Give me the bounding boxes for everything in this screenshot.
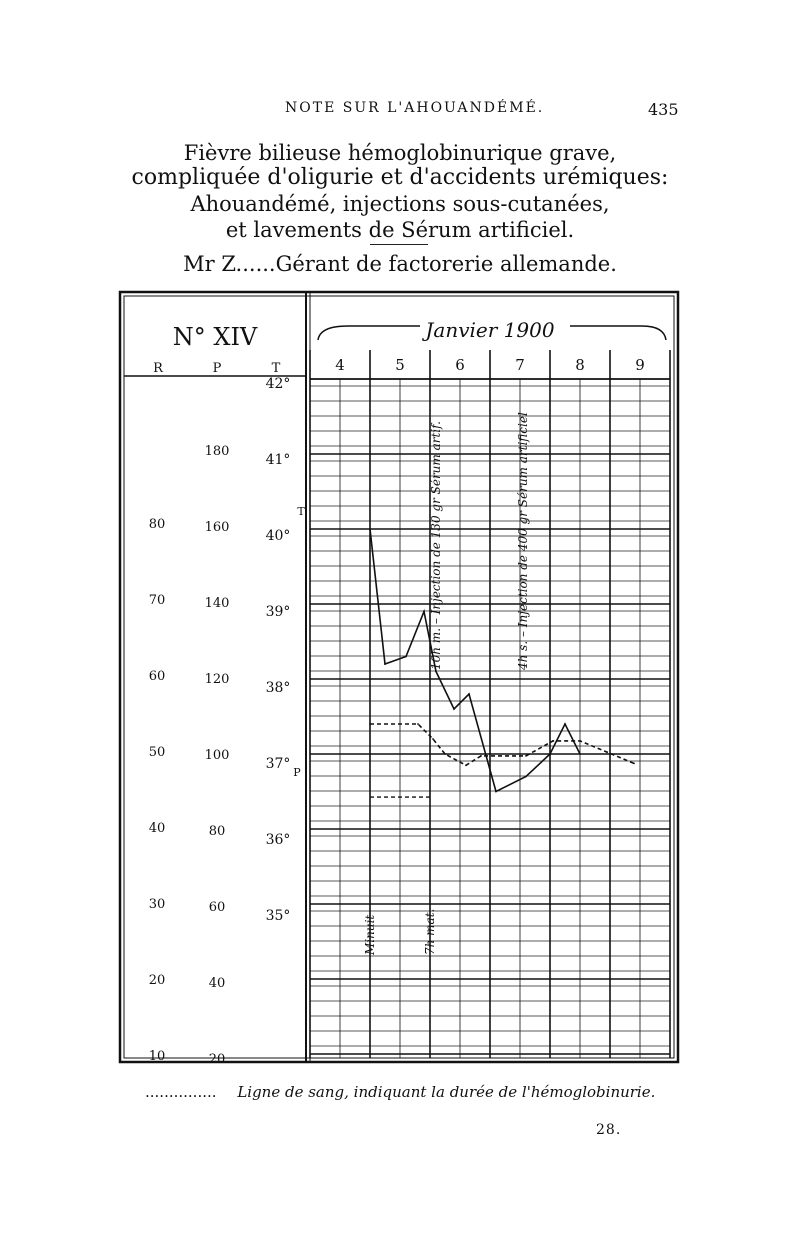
point-temperature: [369, 528, 371, 530]
point-pulse: [525, 754, 527, 757]
tick-temperature: 41°: [266, 452, 291, 468]
point-temperature: [525, 775, 527, 778]
tick-pulse: 120: [205, 672, 230, 687]
tick-respiration: 80: [149, 517, 166, 532]
point-pulse: [417, 723, 419, 725]
legend-text: Ligne de sang, indiquant la durée de l'h…: [237, 1083, 656, 1101]
point-pulse: [579, 739, 581, 742]
scale-labels: 42° 41° 40° 39° 38° 37° 36° 35° 180 160 140 120 100 8…: [149, 376, 306, 1067]
series-group: [369, 528, 635, 798]
tick-temperature: 42°: [266, 376, 291, 392]
tick-respiration: 10: [149, 1049, 166, 1064]
legend: ............... Ligne de sang, indiquant…: [145, 1083, 655, 1101]
point-temperature: [564, 723, 566, 725]
annotation-injection-1: 10h m. – Injection de 130 gr Sérum artif…: [429, 421, 443, 670]
series-marker-temperature: T: [297, 505, 305, 518]
tick-respiration: 60: [149, 669, 166, 684]
header-p: P: [213, 361, 222, 376]
tick-temperature: 35°: [266, 908, 291, 924]
point-temperature: [579, 753, 581, 755]
tick-temperature: 37°: [266, 756, 291, 772]
tick-pulse: 20: [209, 1052, 226, 1067]
month-label: Janvier 1900: [421, 318, 554, 342]
tick-pulse: 140: [205, 596, 230, 611]
point-temperature: [435, 670, 437, 673]
tick-temperature: 39°: [266, 604, 291, 620]
title-line-4: et lavements de Sérum artificiel.: [225, 218, 575, 242]
series-line-pulse: [370, 723, 635, 767]
tick-pulse: 100: [205, 748, 230, 763]
point-pulse: [444, 753, 446, 755]
day-label-9: 9: [635, 356, 645, 374]
chart-frame: [118, 290, 680, 1064]
tick-temperature: 40°: [266, 528, 291, 544]
point-temperature: [453, 708, 455, 710]
day-label-5: 5: [395, 356, 405, 374]
series-marker-pulse: P: [293, 766, 301, 779]
running-head: NOTE SUR L'AHOUANDÉMÉ.: [285, 100, 545, 116]
tick-respiration: 50: [149, 745, 166, 760]
point-temperature: [384, 663, 386, 665]
title-line-2: compliquée d'oligurie et d'accidents uré…: [131, 165, 669, 190]
point-temperature: [423, 610, 425, 613]
title-line-3: Ahouandémé, injections sous-cutanées,: [190, 192, 610, 216]
tick-respiration: 20: [149, 973, 166, 988]
signature-number: 28.: [596, 1122, 622, 1138]
blood-line-end-label: 7h mat.: [423, 909, 437, 955]
page-number: 435: [648, 100, 679, 119]
tick-pulse: 60: [209, 900, 226, 915]
legend-line-sample: ...............: [145, 1083, 217, 1101]
tick-respiration: 70: [149, 593, 166, 608]
point-temperature: [468, 693, 470, 695]
day-label-7: 7: [515, 356, 525, 374]
month-brace: [317, 325, 667, 341]
tick-temperature: 36°: [266, 832, 291, 848]
day-label-4: 4: [335, 356, 345, 374]
tick-temperature: 38°: [266, 680, 291, 696]
point-temperature: [549, 753, 551, 755]
tick-pulse: 80: [209, 824, 226, 839]
header-t: T: [272, 361, 281, 376]
patient-line: Mr Z......Gérant de factorerie allemande…: [183, 252, 617, 276]
day-label-8: 8: [575, 356, 585, 374]
header-r: R: [153, 361, 164, 376]
point-pulse: [369, 723, 371, 725]
point-pulse: [480, 754, 482, 757]
tick-respiration: 40: [149, 821, 166, 836]
tick-pulse: 40: [209, 976, 226, 991]
point-temperature: [495, 790, 497, 793]
tick-pulse: 160: [205, 520, 230, 535]
chart-inner-frame: [123, 295, 675, 1059]
annotation-injection-2: 4h s. – Injection de 400 gr Sérum artifi…: [516, 412, 530, 671]
series-line-temperature: [369, 528, 581, 793]
point-pulse: [606, 751, 608, 754]
annotations: 10h m. – Injection de 130 gr Sérum artif…: [363, 412, 530, 956]
point-temperature: [405, 655, 407, 658]
tick-pulse: 180: [205, 444, 230, 459]
case-number: N° XIV: [173, 323, 258, 351]
grid: [309, 350, 671, 1058]
title-line-1: Fièvre bilieuse hémoglobinurique grave,: [183, 141, 617, 165]
point-pulse: [432, 738, 434, 740]
point-pulse: [465, 764, 467, 767]
tick-respiration: 30: [149, 897, 166, 912]
point-pulse: [633, 762, 635, 765]
title-divider: [370, 244, 428, 245]
point-pulse: [552, 739, 554, 742]
blood-line-start-label: Minuit: [363, 915, 377, 956]
day-labels: 4 5 6 7 8 9: [335, 356, 645, 374]
day-label-6: 6: [455, 356, 465, 374]
